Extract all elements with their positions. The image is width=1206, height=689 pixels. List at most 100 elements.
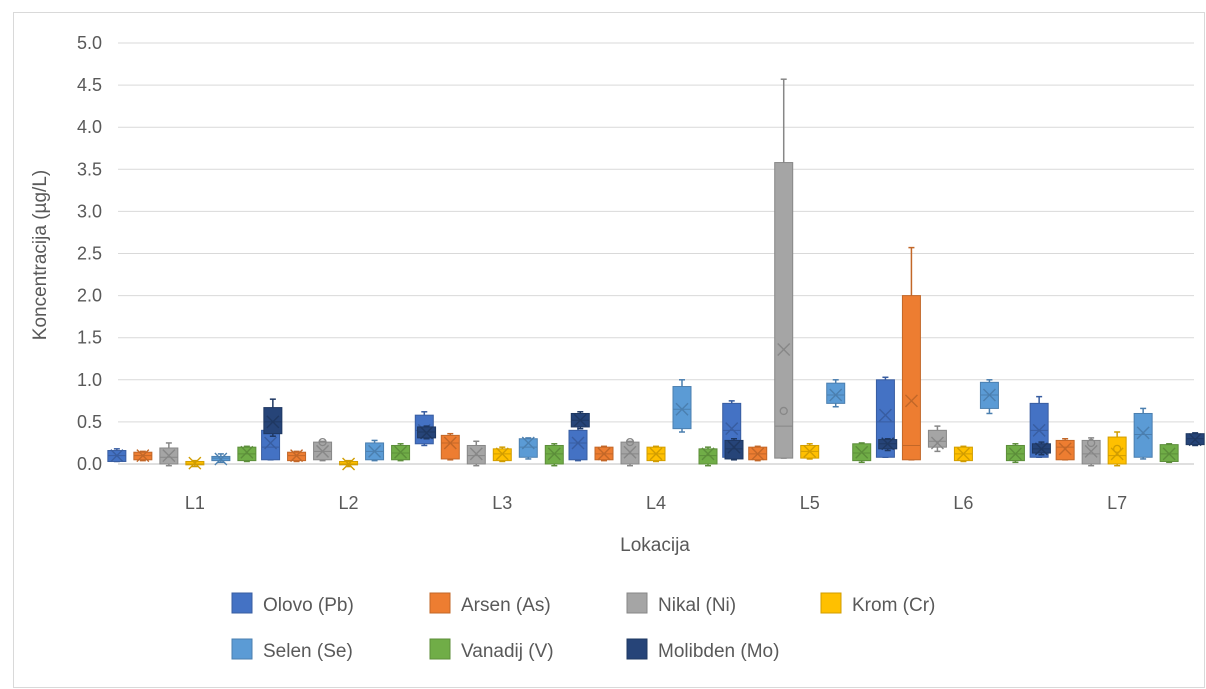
box-krom-cr-l4: [646, 445, 666, 463]
y-tick-label: 1.5: [77, 328, 102, 348]
legend-swatch: [429, 638, 451, 660]
x-tick-label: L7: [1107, 493, 1127, 513]
box-olovo-pb-l4: [568, 425, 588, 462]
box-nikal-ni-l4: [620, 437, 640, 467]
y-tick-label: 4.5: [77, 75, 102, 95]
mean-marker: [495, 447, 509, 461]
legend-label: Olovo (Pb): [263, 595, 354, 616]
box-krom-cr-l2: [339, 457, 359, 471]
x-tick-label: L6: [953, 493, 973, 513]
box-nikal-ni-l1: [159, 442, 179, 467]
box-arsen-as-l7: [1055, 437, 1075, 461]
box-arsen-as-l1: [133, 449, 153, 463]
mean-marker: [240, 445, 254, 459]
mean-marker: [725, 422, 739, 436]
outlier-point: [1086, 438, 1096, 448]
box-selen-se-l1: [211, 452, 231, 466]
legend-swatch: [626, 638, 648, 660]
mean-marker: [878, 408, 892, 422]
gridlines: [118, 42, 1194, 465]
mean-marker: [136, 449, 150, 463]
chart-frame: [13, 12, 1205, 688]
box-molibden-mo-l2: [417, 425, 437, 440]
legend-label: Nikal (Ni): [658, 595, 736, 616]
mean-marker: [571, 436, 585, 450]
mean-marker: [623, 445, 637, 459]
legend-swatch: [231, 638, 253, 660]
mean-marker: [469, 447, 483, 461]
box-krom-cr-l5: [800, 443, 820, 460]
mean-marker: [1032, 423, 1046, 437]
x-tick-label: L3: [492, 493, 512, 513]
box-vanadij-v-l2: [391, 443, 411, 462]
mean-marker: [777, 342, 791, 356]
box-olovo-pb-l2: [261, 429, 281, 461]
box-rect: [927, 429, 947, 448]
box-vanadij-v-l7: [1159, 443, 1179, 464]
box-nikal-ni-l5: [774, 78, 794, 459]
mean-marker: [547, 447, 561, 461]
outlier-point: [1112, 444, 1122, 453]
x-tick-label: L2: [339, 493, 359, 513]
box-molibden-mo-l1: [263, 398, 283, 437]
mean-marker: [727, 440, 741, 454]
box-selen-se-l2: [365, 439, 385, 462]
mean-marker: [316, 444, 330, 458]
mean-marker: [443, 436, 457, 450]
box-nikal-ni-l3: [466, 440, 486, 467]
box-rect: [724, 439, 744, 460]
mean-marker: [1084, 444, 1098, 458]
box-nikal-ni-l2: [313, 437, 333, 462]
y-tick-label: 1.0: [77, 370, 102, 390]
mean-marker: [675, 402, 689, 416]
box-selen-se-l5: [826, 379, 846, 408]
mean-marker: [521, 436, 535, 450]
x-tick-label: L1: [185, 493, 205, 513]
legend: Olovo (Pb) Arsen (As) Nikal (Ni) Krom (Cr) S…: [231, 592, 935, 662]
mean-marker: [573, 413, 587, 427]
box-selen-se-l4: [672, 379, 692, 433]
box-rect: [1133, 412, 1153, 458]
x-axis-title: Lokacija: [620, 535, 690, 556]
box-vanadij-v-l1: [237, 445, 257, 463]
x-tick-label: L4: [646, 493, 666, 513]
mean-marker: [1162, 447, 1176, 461]
y-axis-ticks: 0.0 0.5 1.0 1.5 2.0 2.5 3.0 3.5 4.0 4.5 5.0: [77, 33, 102, 474]
box-krom-cr-l7: [1107, 431, 1127, 467]
box-arsen-as-l5: [748, 445, 768, 462]
box-vanadij-v-l3: [544, 443, 564, 467]
outlier-point: [625, 437, 635, 447]
mean-marker: [751, 447, 765, 461]
mean-marker: [110, 449, 124, 463]
mean-marker: [1008, 447, 1022, 461]
mean-marker: [394, 445, 408, 459]
mean-marker: [904, 394, 918, 408]
mean-marker: [855, 445, 869, 459]
x-tick-label: L5: [800, 493, 820, 513]
box-selen-se-l7: [1133, 407, 1153, 460]
box-rect: [261, 429, 281, 461]
y-tick-label: 2.0: [77, 286, 102, 306]
mean-marker: [264, 436, 278, 450]
mean-marker: [701, 447, 715, 461]
legend-label: Molibden (Mo): [658, 641, 779, 662]
box-arsen-as-l4: [594, 445, 614, 462]
mean-marker: [803, 444, 817, 458]
box-rect: [826, 382, 846, 404]
y-tick-label: 4.0: [77, 117, 102, 137]
mean-marker: [982, 388, 996, 402]
box-olovo-pb-l6: [875, 376, 895, 459]
box-rect: [698, 448, 718, 465]
box-molibden-mo-l4: [724, 437, 744, 461]
legend-label: Arsen (As): [461, 595, 551, 616]
mean-marker: [1136, 426, 1150, 440]
mean-marker: [1188, 433, 1202, 447]
box-vanadij-v-l5: [852, 442, 872, 464]
legend-label: Selen (Se): [263, 641, 353, 662]
mean-marker: [649, 447, 663, 461]
mean-marker: [162, 449, 176, 463]
legend-swatch: [231, 592, 253, 614]
box-rect: [901, 295, 921, 461]
mean-marker: [597, 447, 611, 461]
